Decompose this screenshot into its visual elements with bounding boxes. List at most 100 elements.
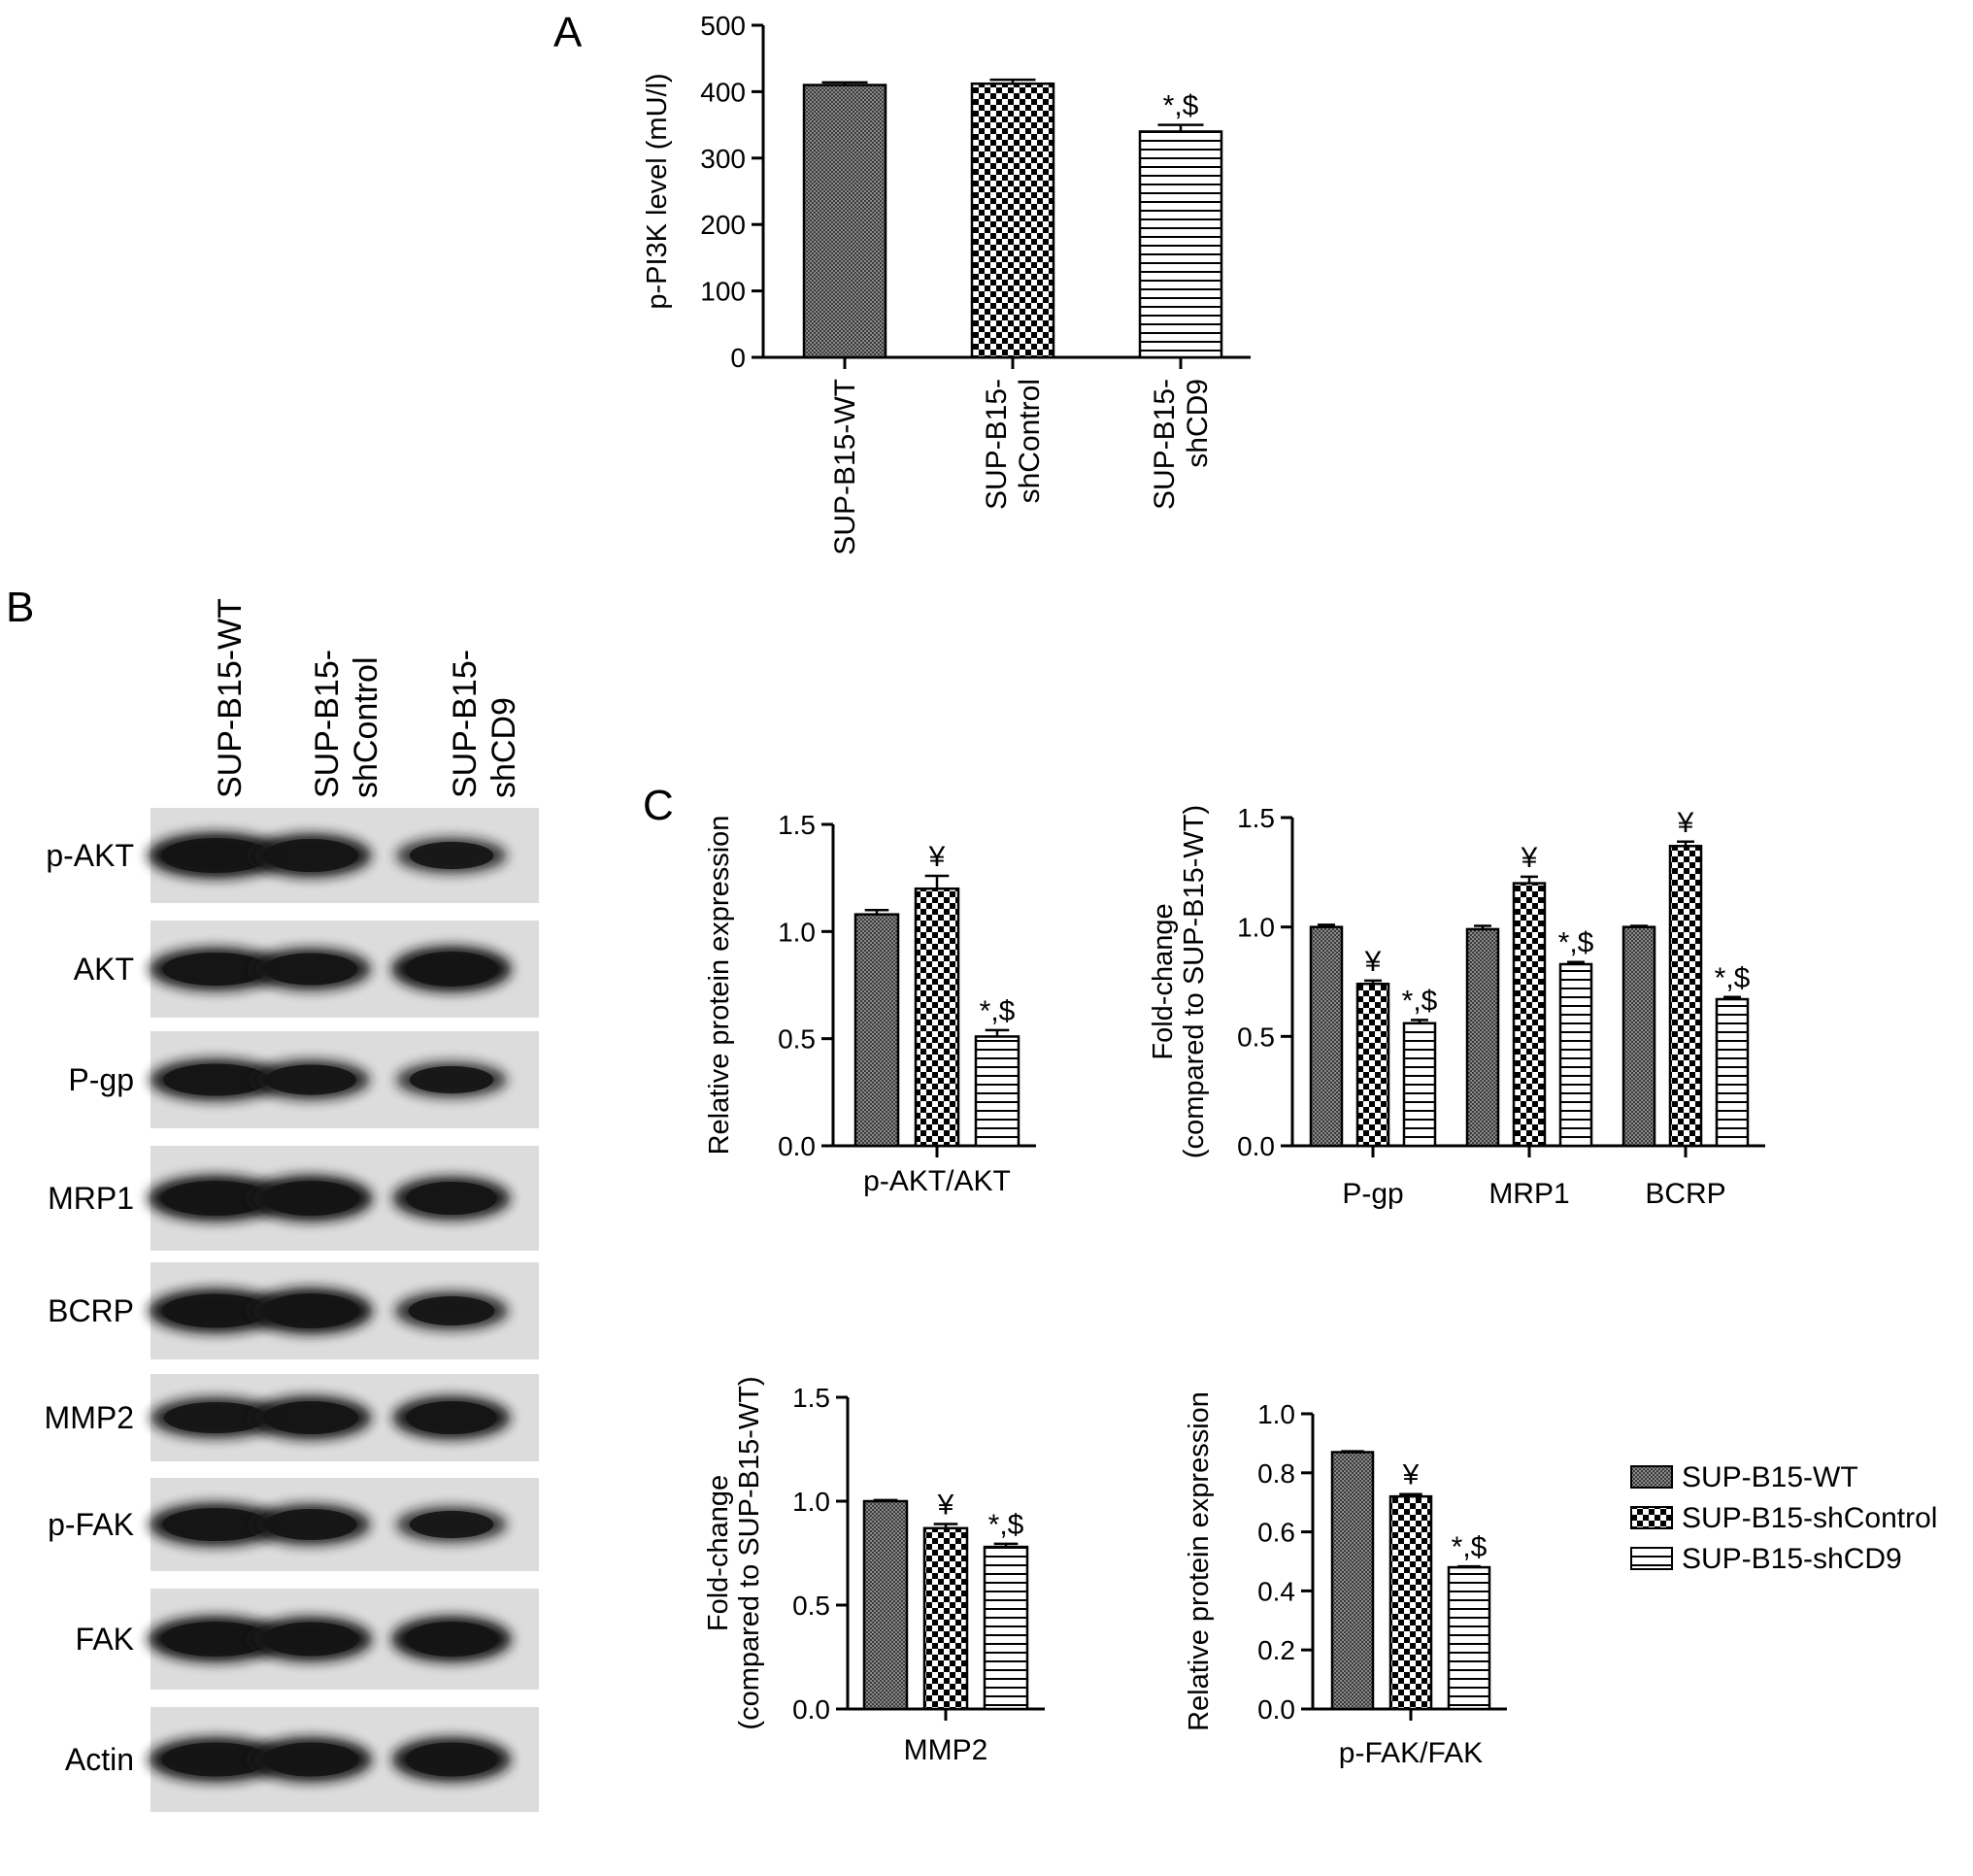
y-tick-label: 100 bbox=[700, 277, 746, 307]
chart-c1: 0.0 0.5 1.0 1.5 Relative protein expression ¥… bbox=[704, 810, 1036, 1197]
blot-row-label: p-AKT bbox=[46, 838, 134, 873]
legend-label: SUP-B15-shControl bbox=[1682, 1502, 1937, 1534]
lane-label: shControl bbox=[348, 656, 385, 798]
blot-band-core bbox=[262, 1181, 359, 1216]
y-tick-label: 1.0 bbox=[778, 917, 816, 947]
y-axis-title: Relative protein expression bbox=[704, 816, 735, 1156]
y-tick-label: 1.0 bbox=[792, 1487, 830, 1517]
legend-swatch bbox=[1630, 1547, 1673, 1570]
y-tick-label: 0.0 bbox=[1257, 1694, 1295, 1725]
blot-row-mrp1: MRP1 bbox=[48, 1146, 539, 1251]
blot-band-core bbox=[405, 952, 498, 987]
blot-band-core bbox=[264, 1508, 357, 1541]
blot-row-label: MRP1 bbox=[48, 1181, 134, 1216]
blot-band-core bbox=[405, 1622, 498, 1657]
y-tick-label: 0.0 bbox=[792, 1694, 830, 1725]
y-tick-label: 0.8 bbox=[1257, 1458, 1295, 1489]
legend-swatch bbox=[1630, 1465, 1673, 1489]
y-tick-label: 0.0 bbox=[778, 1131, 816, 1161]
blot-band-core bbox=[406, 1400, 497, 1435]
x-tick-label: shCD9 bbox=[1182, 379, 1214, 468]
y-tick-label: 0.5 bbox=[792, 1591, 830, 1621]
blot-row-label: P-gp bbox=[68, 1062, 134, 1097]
chart-c2: 0.0 0.5 1.0 1.5 Fold-change (compared to SUP-… bbox=[1148, 803, 1765, 1210]
significance-label: *,$ bbox=[980, 995, 1016, 1027]
x-tick-label: MRP1 bbox=[1488, 1178, 1569, 1210]
x-tick-label: p-FAK/FAK bbox=[1339, 1737, 1483, 1769]
blot-row-p-akt: p-AKT bbox=[46, 808, 539, 903]
panel-b-letter: B bbox=[6, 584, 34, 631]
legend-swatch bbox=[1630, 1506, 1673, 1529]
bar-sup-b15-shcd9 bbox=[974, 1035, 1020, 1148]
bar-sup-b15-shcontrol bbox=[1355, 983, 1390, 1148]
bar-sup-b15-wt bbox=[1465, 927, 1500, 1148]
blot-band-core bbox=[161, 1181, 270, 1216]
bar-sup-b15-shcontrol bbox=[970, 82, 1055, 359]
lane-label: shCD9 bbox=[485, 697, 522, 798]
x-tick-label: SUP-B15- bbox=[1149, 379, 1181, 510]
blot-band-core bbox=[262, 1622, 359, 1657]
western-blot: SUP-B15-WT SUP-B15- shControl SUP-B15- shCD9… bbox=[45, 598, 539, 1812]
significance-label: ¥ bbox=[1364, 946, 1382, 978]
blot-band-core bbox=[262, 1742, 359, 1777]
y-tick-label: 0.4 bbox=[1257, 1576, 1295, 1606]
y-tick-label: 400 bbox=[700, 77, 746, 107]
significance-label: *,$ bbox=[1715, 962, 1751, 994]
significance-label: ¥ bbox=[928, 841, 946, 873]
y-tick-label: 0.6 bbox=[1257, 1518, 1295, 1548]
y-tick-label: 0.0 bbox=[1237, 1131, 1275, 1161]
bar-sup-b15-wt bbox=[1622, 925, 1656, 1148]
blot-row-fak: FAK bbox=[76, 1589, 539, 1690]
blot-row-label: Actin bbox=[65, 1742, 134, 1777]
blot-row-p-fak: p-FAK bbox=[48, 1478, 539, 1571]
significance-label: *,$ bbox=[1402, 985, 1438, 1017]
blot-band-core bbox=[163, 1063, 268, 1096]
blot-row-actin: Actin bbox=[65, 1707, 539, 1812]
bar-sup-b15-wt bbox=[862, 1499, 909, 1711]
x-tick-label: SUP-B15- bbox=[981, 379, 1013, 510]
lane-label: SUP-B15- bbox=[309, 650, 346, 798]
x-tick-label: shControl bbox=[1014, 379, 1046, 503]
bar-sup-b15-shcd9 bbox=[1402, 1022, 1437, 1148]
significance-label: *,$ bbox=[1558, 927, 1594, 959]
x-tick-label: BCRP bbox=[1645, 1178, 1725, 1210]
significance-label: ¥ bbox=[1402, 1459, 1420, 1491]
lane-label: SUP-B15-WT bbox=[212, 598, 249, 798]
bar-sup-b15-shcd9 bbox=[1447, 1565, 1491, 1711]
legend: SUP-B15-WT SUP-B15-shControl SUP-B15-shCD9 bbox=[1630, 1461, 1937, 1575]
blot-band-core bbox=[161, 838, 270, 873]
blot-band-core bbox=[162, 1507, 269, 1542]
y-tick-label: 200 bbox=[700, 210, 746, 240]
y-axis-title: (compared to SUP-B15-WT) bbox=[734, 1376, 765, 1729]
y-tick-label: 300 bbox=[700, 144, 746, 174]
blot-band-core bbox=[161, 1293, 270, 1328]
bar-sup-b15-shcd9 bbox=[1138, 130, 1223, 359]
y-tick-label: 1.5 bbox=[792, 1383, 830, 1413]
blot-row-label: BCRP bbox=[48, 1293, 134, 1328]
bar-sup-b15-shcd9 bbox=[983, 1545, 1029, 1711]
bar-sup-b15-wt bbox=[802, 84, 887, 359]
legend-label: SUP-B15-WT bbox=[1682, 1461, 1858, 1493]
blot-band-core bbox=[265, 1064, 356, 1095]
blot-band-core bbox=[409, 841, 494, 870]
y-tick-label: 1.5 bbox=[1237, 803, 1275, 833]
y-tick-label: 0.5 bbox=[778, 1024, 816, 1055]
chart-c3: 0.0 0.5 1.0 1.5 Fold-change (compared to SUP-… bbox=[703, 1376, 1045, 1766]
blot-row-label: MMP2 bbox=[45, 1400, 134, 1435]
y-tick-label: 500 bbox=[700, 11, 746, 41]
y-tick-label: 0.2 bbox=[1257, 1635, 1295, 1665]
chart-a: 0 100 200 300 400 500 p-PI3K level (mU/l) *,$ SU… bbox=[642, 11, 1251, 555]
lane-label: SUP-B15- bbox=[447, 650, 484, 798]
blot-band-core bbox=[406, 1181, 497, 1216]
blot-band-core bbox=[409, 1065, 494, 1094]
y-axis-title: Relative protein expression bbox=[1184, 1391, 1215, 1731]
x-tick-label: SUP-B15-WT bbox=[829, 379, 861, 555]
y-axis-title: (compared to SUP-B15-WT) bbox=[1179, 805, 1210, 1158]
y-tick-label: 0 bbox=[730, 343, 746, 373]
blot-row-mmp2: MMP2 bbox=[45, 1374, 539, 1461]
bar-sup-b15-shcontrol bbox=[922, 1526, 969, 1711]
bar-sup-b15-wt bbox=[1309, 925, 1344, 1148]
significance-label: ¥ bbox=[937, 1490, 954, 1522]
bar-sup-b15-shcontrol bbox=[914, 887, 960, 1148]
